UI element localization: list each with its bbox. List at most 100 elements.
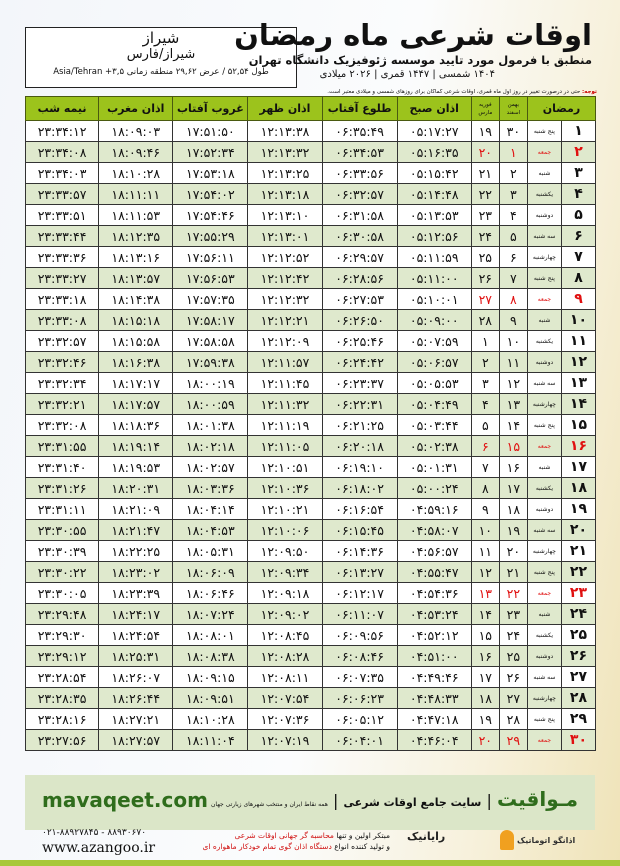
cell-maghrib: ۱۸:۱۶:۳۸ [98, 351, 174, 374]
col-miladi-top: فوریه [479, 101, 492, 108]
mavaqeet-banner [25, 775, 595, 830]
cell-dhuhr: ۱۲:۰۹:۵۰ [247, 540, 323, 563]
cell-fajr: ۰۵:۱۱:۵۹ [396, 246, 472, 269]
cell-midnight: ۲۳:۳۴:۱۲ [24, 119, 100, 143]
cell-miladi-day: ۱۹ [470, 119, 500, 143]
table-row: ۷ چهارشنبه ۶ ۲۵ ۰۵:۱۱:۵۹ ۰۶:۲۹:۵۷ ۱۲:۱۲:۵۲ ۱۷:۵… [24, 246, 597, 269]
cell-sunset: ۱۸:۰۶:۴۶ [172, 582, 249, 605]
cell-shamsi-day: ۲۲ [498, 582, 528, 605]
cell-sunrise: ۰۶:۳۰:۵۸ [321, 225, 398, 248]
table-row: ۲۵ یکشنبه ۲۴ ۱۵ ۰۴:۵۲:۱۲ ۰۶:۰۹:۵۶ ۱۲:۰۸:۴۵ ۱۸:۰… [24, 624, 597, 647]
cell-weekday: شنبه [526, 603, 562, 626]
col-midnight: نیمه شب [24, 96, 100, 121]
table-row: ۱۴ چهارشنبه ۱۳ ۴ ۰۵:۰۴:۴۹ ۰۶:۲۲:۳۱ ۱۲:۱۱:۳۲ ۱۸:… [24, 393, 597, 416]
cell-sunrise: ۰۶:۲۰:۱۸ [321, 435, 398, 458]
cell-fajr: ۰۵:۱۲:۵۶ [396, 225, 472, 248]
col-shamsi: بهمن اسفند [498, 96, 528, 121]
cell-shamsi-day: ۹ [498, 309, 528, 332]
cell-dhuhr: ۱۲:۱۳:۲۵ [247, 162, 323, 185]
table-row: ۴ یکشنبه ۳ ۲۲ ۰۵:۱۴:۴۸ ۰۶:۳۲:۵۷ ۱۲:۱۳:۱۸ ۱۷:۵۴:… [24, 183, 597, 206]
cell-weekday: شنبه [526, 309, 562, 332]
cell-sunset: ۱۸:۰۱:۳۸ [172, 414, 249, 437]
cell-ramadan-day: ۲۹ [560, 708, 597, 731]
cell-sunrise: ۰۶:۰۸:۴۶ [321, 645, 398, 668]
cell-dhuhr: ۱۲:۱۱:۱۹ [247, 414, 323, 437]
cell-shamsi-day: ۵ [498, 225, 528, 248]
cell-miladi-day: ۱۶ [470, 645, 500, 668]
cell-midnight: ۲۳:۳۳:۵۷ [24, 183, 100, 206]
cell-maghrib: ۱۸:۱۹:۵۳ [98, 456, 174, 479]
cell-weekday: جمعه [526, 288, 562, 311]
table-row: ۱ پنج شنبه ۳۰ ۱۹ ۰۵:۱۷:۲۷ ۰۶:۳۵:۴۹ ۱۲:۱۳:۳۸ ۱۷:… [24, 119, 597, 143]
cell-midnight: ۲۳:۳۰:۳۹ [24, 540, 100, 563]
cell-sunrise: ۰۶:۳۵:۴۹ [321, 119, 398, 143]
cell-sunset: ۱۸:۰۷:۲۴ [172, 603, 249, 626]
cell-sunset: ۱۸:۰۵:۳۱ [172, 540, 249, 563]
cell-shamsi-day: ۱۱ [498, 351, 528, 374]
cell-midnight: ۲۳:۳۰:۵۵ [24, 519, 100, 542]
cell-miladi-day: ۲۴ [470, 225, 500, 248]
cell-weekday: جمعه [526, 435, 562, 458]
col-shamsi-top: بهمن [507, 101, 520, 108]
cell-fajr: ۰۴:۵۶:۵۷ [396, 540, 472, 563]
cell-fajr: ۰۴:۵۵:۴۷ [396, 561, 472, 584]
cell-midnight: ۲۳:۲۸:۵۴ [24, 666, 100, 689]
cell-sunrise: ۰۶:۱۳:۲۷ [321, 561, 398, 584]
cell-midnight: ۲۳:۳۱:۲۶ [24, 477, 100, 500]
col-sunrise: طلوع آفتاب [321, 96, 398, 121]
cell-miladi-day: ۵ [470, 414, 500, 437]
cell-midnight: ۲۳:۲۹:۳۰ [24, 624, 100, 647]
cell-ramadan-day: ۷ [560, 246, 597, 269]
cell-weekday: دوشنبه [526, 645, 562, 668]
cell-fajr: ۰۵:۰۱:۳۱ [396, 456, 472, 479]
cell-sunrise: ۰۶:۱۱:۰۷ [321, 603, 398, 626]
cell-maghrib: ۱۸:۱۱:۱۱ [98, 183, 174, 206]
cell-sunrise: ۰۶:۰۷:۳۵ [321, 666, 398, 689]
cell-shamsi-day: ۳ [498, 183, 528, 206]
cell-weekday: یکشنبه [526, 624, 562, 647]
cell-midnight: ۲۳:۳۲:۴۶ [24, 351, 100, 374]
mavaqeet-logo: مـواقیت [496, 787, 578, 811]
cell-ramadan-day: ۳ [560, 162, 597, 185]
cell-shamsi-day: ۲۴ [498, 624, 528, 647]
mavaqeet-domain[interactable]: mavaqeet.com [42, 788, 208, 812]
cell-fajr: ۰۴:۵۸:۰۷ [396, 519, 472, 542]
bottom-bar [0, 860, 620, 866]
cell-weekday: یکشنبه [526, 183, 562, 206]
cell-sunset: ۱۷:۵۴:۰۲ [172, 183, 249, 206]
table-header: رمضان بهمن اسفند فوریه مارس اذان صبح طلوع … [24, 96, 597, 121]
cell-dhuhr: ۱۲:۱۳:۱۸ [247, 183, 323, 206]
cell-dhuhr: ۱۲:۱۳:۳۲ [247, 141, 323, 164]
cell-maghrib: ۱۸:۲۶:۰۷ [98, 666, 174, 689]
cell-maghrib: ۱۸:۱۷:۵۷ [98, 393, 174, 416]
cell-shamsi-day: ۷ [498, 267, 528, 290]
minaret-icon [500, 830, 514, 850]
cell-maghrib: ۱۸:۱۰:۲۸ [98, 162, 174, 185]
azangoo-website[interactable]: www.azangoo.ir [42, 840, 156, 856]
cell-sunrise: ۰۶:۱۵:۴۵ [321, 519, 398, 542]
cell-weekday: چهارشنبه [526, 246, 562, 269]
cell-weekday: پنج شنبه [526, 119, 562, 143]
cell-midnight: ۲۳:۳۳:۴۴ [24, 225, 100, 248]
cell-shamsi-day: ۲۳ [498, 603, 528, 626]
cell-midnight: ۲۳:۳۱:۴۰ [24, 456, 100, 479]
cell-fajr: ۰۴:۴۶:۰۴ [396, 729, 472, 752]
cell-maghrib: ۱۸:۱۵:۵۸ [98, 330, 174, 353]
mavaqeet-brand-block: مـواقیت | سایت جامع اوقات شرعی | همه نقا… [210, 787, 578, 811]
table-row: ۲۲ پنج شنبه ۲۱ ۱۲ ۰۴:۵۵:۴۷ ۰۶:۱۳:۲۷ ۱۲:۰۹:۳۴ ۱۸… [24, 561, 597, 584]
cell-maghrib: ۱۸:۲۴:۵۴ [98, 624, 174, 647]
cell-shamsi-day: ۱۷ [498, 477, 528, 500]
cell-midnight: ۲۳:۳۳:۵۱ [24, 204, 100, 227]
cell-miladi-day: ۲۵ [470, 246, 500, 269]
cell-sunset: ۱۸:۱۱:۰۴ [172, 729, 249, 752]
table-row: ۱۳ سه شنبه ۱۲ ۳ ۰۵:۰۵:۵۳ ۰۶:۲۳:۳۷ ۱۲:۱۱:۴۵ ۱۸:۰… [24, 372, 597, 395]
cell-midnight: ۲۳:۳۰:۰۵ [24, 582, 100, 605]
coordinates: طول ۵۲,۵۴ / عرض ۲۹,۶۲ منطقه زمانی ۳,۵+ A… [53, 67, 269, 77]
cell-midnight: ۲۳:۳۲:۵۷ [24, 330, 100, 353]
col-maghrib: اذان مغرب [98, 96, 174, 121]
cell-dhuhr: ۱۲:۱۱:۳۲ [247, 393, 323, 416]
cell-dhuhr: ۱۲:۰۷:۱۹ [247, 729, 323, 752]
col-ramadan: رمضان [526, 96, 597, 121]
cell-shamsi-day: ۲۵ [498, 645, 528, 668]
cell-ramadan-day: ۱۵ [560, 414, 597, 437]
